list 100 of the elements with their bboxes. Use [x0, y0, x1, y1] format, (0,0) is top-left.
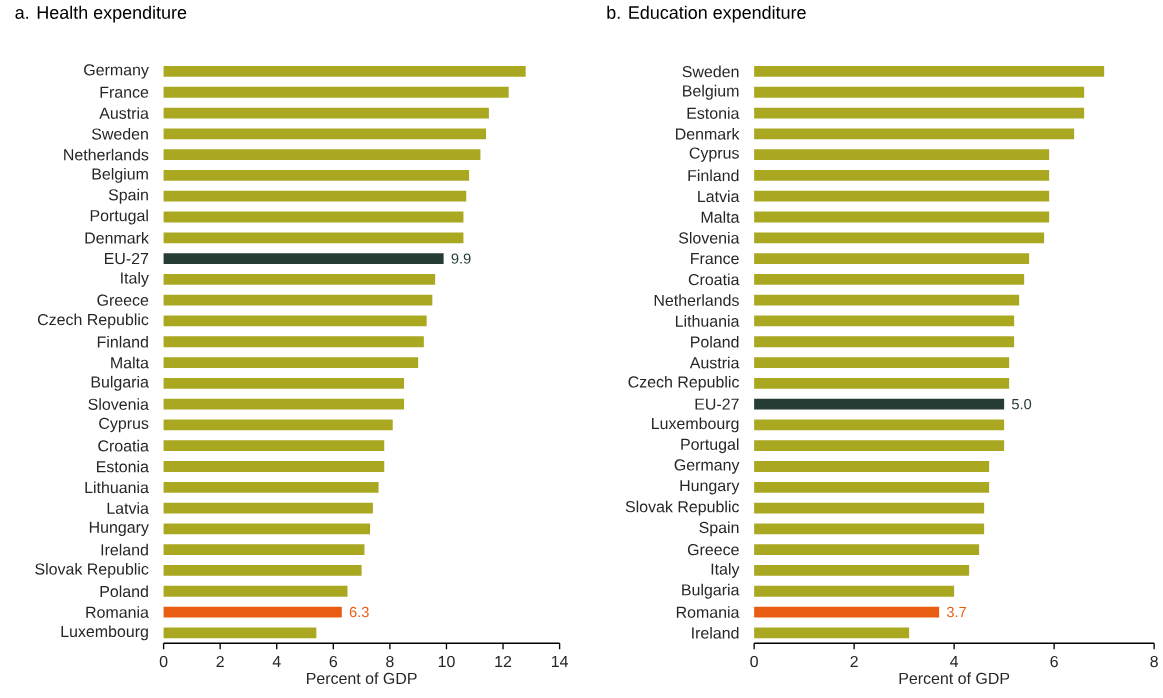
y-tick-label: Romania	[86, 606, 149, 618]
bar	[163, 336, 424, 348]
x-tick-label: 14	[551, 655, 569, 667]
y-tick-label: EU-27	[695, 398, 739, 410]
x-tick-label: 4	[950, 655, 959, 667]
data-label: 9.9	[451, 253, 471, 264]
bar	[163, 253, 444, 264]
x-tick-label: 4	[272, 655, 281, 667]
x-axis-title: Percent of GDP	[307, 672, 417, 684]
y-tick-label: Greece	[97, 294, 149, 306]
chart-title: a. Health expenditure	[15, 5, 187, 23]
y-tick-label: Hungary	[89, 521, 149, 536]
bar	[754, 377, 1010, 389]
x-tick-label: 8	[1150, 655, 1158, 668]
bar	[754, 211, 1050, 223]
bar	[163, 86, 509, 98]
bar	[163, 523, 371, 535]
y-tick-label: Lithuania	[675, 314, 740, 327]
bar	[754, 253, 1030, 264]
bar	[754, 65, 1105, 77]
y-tick-label: Estonia	[97, 460, 149, 473]
y-tick-label: Latvia	[698, 190, 740, 202]
y-tick-label: Cyprus	[689, 147, 739, 162]
bar	[163, 149, 481, 160]
x-tick-label: 6	[329, 655, 338, 668]
bar	[163, 65, 526, 77]
bar	[754, 481, 990, 493]
y-tick-label: Bulgaria	[682, 583, 740, 599]
bar	[754, 523, 985, 535]
y-tick-label: Cyprus	[99, 417, 149, 433]
data-label: 5.0	[1011, 398, 1032, 410]
bar	[163, 460, 385, 472]
x-tick-label: 12	[495, 655, 512, 667]
bar	[163, 232, 464, 244]
y-tick-label: Spain	[699, 521, 739, 537]
bar	[754, 357, 1010, 368]
y-tick-label: Lithuania	[85, 481, 149, 494]
y-tick-label: Czech Republic	[628, 375, 739, 391]
bar	[163, 211, 464, 223]
y-tick-label: Austria	[689, 356, 740, 369]
bar	[163, 481, 379, 493]
y-tick-label: Malta	[111, 356, 149, 369]
y-tick-label: Netherlands	[64, 148, 149, 161]
bar	[754, 232, 1045, 244]
y-tick-label: France	[691, 252, 739, 265]
y-tick-label: Finland	[688, 169, 739, 182]
bar	[754, 585, 955, 597]
y-tick-label: Latvia	[107, 502, 149, 514]
bar	[754, 606, 940, 618]
bar	[754, 315, 1015, 327]
bar	[163, 377, 405, 389]
y-tick-label: Slovak Republic	[625, 500, 739, 516]
bar	[754, 273, 1025, 285]
x-tick-label: 2	[850, 655, 858, 667]
bar	[163, 606, 342, 618]
y-tick-label: Netherlands	[654, 294, 739, 306]
bar	[163, 398, 405, 410]
y-tick-label: EU-27	[105, 252, 149, 265]
bar	[163, 627, 317, 639]
bar	[163, 169, 470, 181]
y-tick-label: Portugal	[681, 438, 739, 454]
y-tick-label: Romania	[676, 606, 740, 618]
bar	[163, 564, 362, 576]
bar	[754, 544, 980, 555]
bar	[163, 585, 348, 597]
bar	[163, 128, 487, 140]
bar	[163, 273, 436, 285]
y-tick-label: Denmark	[676, 127, 740, 140]
bar	[754, 169, 1050, 181]
y-tick-label: Germany	[84, 64, 149, 79]
bar	[163, 440, 385, 451]
y-tick-label: Slovenia	[678, 231, 740, 244]
y-tick-label: Belgium	[683, 84, 739, 100]
bar	[163, 357, 419, 368]
bar	[754, 440, 1005, 451]
x-tick-label: 2	[216, 655, 224, 667]
bar	[163, 502, 373, 514]
y-tick-label: Poland	[691, 335, 739, 348]
y-tick-label: Ireland	[101, 543, 148, 556]
y-tick-label: Spain	[108, 188, 148, 204]
bar	[163, 544, 365, 555]
data-label: 6.3	[349, 606, 369, 618]
y-tick-label: Luxembourg	[61, 625, 148, 641]
x-tick-label: 8	[386, 655, 394, 668]
y-tick-label: France	[100, 86, 149, 98]
bar	[754, 149, 1050, 160]
chart-title: b. Education expenditure	[607, 5, 806, 23]
y-tick-label: Czech Republic	[37, 313, 149, 329]
y-tick-label: Poland	[100, 585, 148, 597]
y-tick-label: Italy	[121, 271, 149, 287]
y-tick-label: Belgium	[92, 167, 148, 183]
bar	[754, 419, 1005, 431]
x-tick-label: 0	[750, 655, 758, 668]
bar	[163, 419, 393, 431]
y-tick-label: Sweden	[682, 65, 739, 78]
y-tick-label: Slovak Republic	[35, 562, 149, 578]
bar	[163, 107, 489, 119]
y-tick-label: Austria	[99, 107, 149, 119]
y-tick-label: Croatia	[688, 273, 740, 286]
y-tick-label: Portugal	[90, 209, 148, 225]
